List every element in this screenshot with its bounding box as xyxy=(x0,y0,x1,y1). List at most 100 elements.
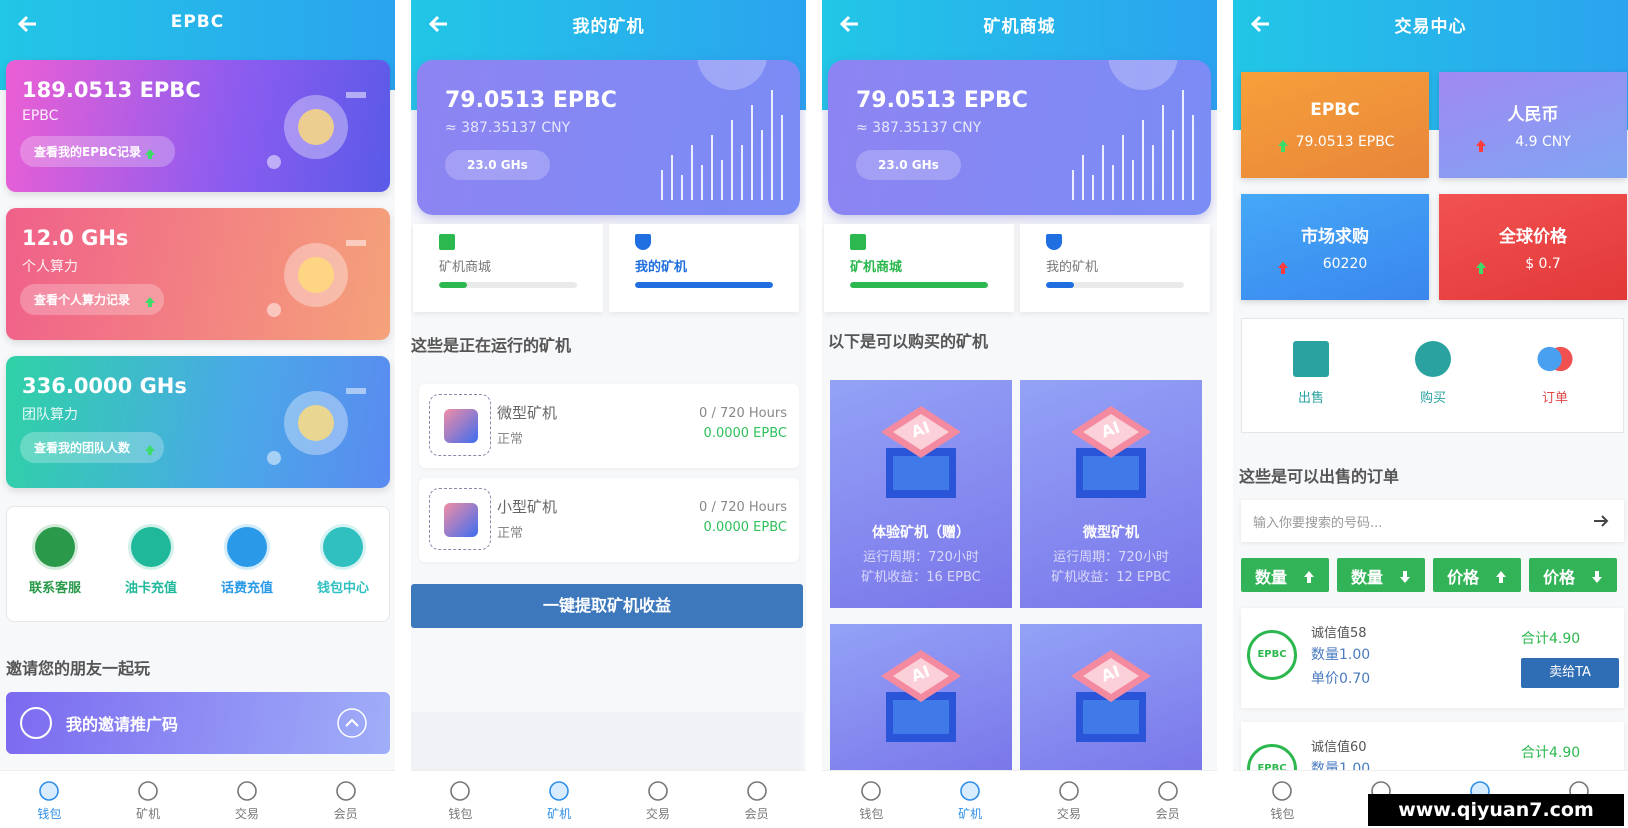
shortcut-icon xyxy=(227,527,267,567)
tab-label: 矿机商城 xyxy=(439,260,492,275)
up-arrow xyxy=(144,441,156,455)
machine-earnings: 0.0000 EPBC xyxy=(703,520,787,535)
product-period: 运行周期：720小时 xyxy=(1053,550,1169,565)
nav-item[interactable]: 钱包 xyxy=(1242,771,1322,828)
action-item[interactable]: 购买 xyxy=(1388,333,1478,419)
nav-item[interactable]: 钱包 xyxy=(9,771,89,828)
invite-bar[interactable]: 我的邀请推广码 xyxy=(6,692,390,754)
nav-icon xyxy=(1270,779,1294,803)
bottom-nav: 钱包 矿机 交易 会员 xyxy=(822,770,1217,828)
shortcut-item[interactable]: 话费充值 xyxy=(202,517,292,607)
chip-illustration xyxy=(871,398,971,508)
nav-item[interactable]: 交易 xyxy=(618,771,698,828)
back-button xyxy=(427,12,451,36)
nav-icon xyxy=(37,779,61,803)
nav-item[interactable]: 交易 xyxy=(1029,771,1109,828)
nav-icon xyxy=(646,779,670,803)
nav-label: 矿机 xyxy=(547,807,572,821)
nav-item[interactable]: 会员 xyxy=(306,771,386,828)
shortcut-item[interactable]: 油卡充值 xyxy=(106,517,196,607)
machine-row[interactable]: 小型矿机 正常 0 / 720 Hours 0.0000 EPBC xyxy=(419,478,799,562)
trend-arrow xyxy=(1277,260,1289,274)
order-price: 单价0.70 xyxy=(1311,671,1371,687)
tile-value: 79.0513 EPBC xyxy=(1295,134,1395,150)
shortcut-label: 话费充值 xyxy=(220,581,273,596)
machine-chip xyxy=(444,503,478,537)
card-chart-decoration xyxy=(1068,70,1208,210)
nav-item[interactable]: 会员 xyxy=(1128,771,1208,828)
sort-button[interactable]: 价格 xyxy=(1529,558,1617,592)
machine-icon xyxy=(429,488,491,550)
sort-button[interactable]: 数量 xyxy=(1337,558,1425,592)
nav-item[interactable]: 矿机 xyxy=(108,771,188,828)
tab[interactable]: 矿机商城 xyxy=(824,224,1014,312)
tab-label: 我的矿机 xyxy=(1046,260,1099,275)
shortcut-label: 油卡充值 xyxy=(124,581,177,596)
nav-icon xyxy=(958,779,982,803)
withdraw-button[interactable]: 一键提取矿机收益 xyxy=(411,584,803,628)
tab[interactable]: 我的矿机 xyxy=(1020,224,1210,312)
nav-item[interactable]: 矿机 xyxy=(519,771,599,828)
nav-item[interactable]: 钱包 xyxy=(831,771,911,828)
power-pill: 23.0 GHs xyxy=(856,150,961,180)
nav-icon xyxy=(448,779,472,803)
tab[interactable]: 矿机商城 xyxy=(413,224,603,312)
summary-tile[interactable]: 市场求购 60220 xyxy=(1241,194,1429,300)
action-item[interactable]: 出售 xyxy=(1266,333,1356,419)
sell-button[interactable]: 卖给TA xyxy=(1521,658,1619,688)
card-label: 个人算力 xyxy=(22,259,78,275)
chip-illustration xyxy=(1061,642,1161,752)
sort-button[interactable]: 价格 xyxy=(1433,558,1521,592)
tab-progress xyxy=(635,282,773,288)
sort-label: 价格 xyxy=(1447,568,1480,587)
nav-item[interactable]: 交易 xyxy=(207,771,287,828)
product-card[interactable]: AI xyxy=(1020,624,1202,774)
balance-card: 79.0513 EPBC ≈ 387.35137 CNY 23.0 GHs xyxy=(417,60,800,215)
shortcut-item[interactable]: 钱包中心 xyxy=(298,517,388,607)
order-total: 合计4.90 xyxy=(1521,745,1581,761)
shortcut-icon xyxy=(323,527,363,567)
trend-arrow xyxy=(1475,138,1487,152)
card-button[interactable]: 查看我的团队人数 xyxy=(20,432,165,463)
balance-card: 336.0000 GHs 团队算力 查看我的团队人数 xyxy=(6,356,390,488)
tile-name: EPBC xyxy=(1310,100,1360,120)
action-icon xyxy=(1415,341,1451,377)
nav-item[interactable]: 矿机 xyxy=(930,771,1010,828)
tab[interactable]: 我的矿机 xyxy=(609,224,799,312)
nav-label: 钱包 xyxy=(448,807,473,821)
summary-tile[interactable]: EPBC 79.0513 EPBC xyxy=(1241,72,1429,178)
screen-title: EPBC xyxy=(170,12,225,32)
chip-illustration xyxy=(871,642,971,752)
expand-button xyxy=(336,707,368,739)
machine-row[interactable]: 微型矿机 正常 0 / 720 Hours 0.0000 EPBC xyxy=(419,384,799,468)
nav-label: 矿机 xyxy=(958,807,983,821)
phone-screen: EPBC 189.0513 EPBC EPBC 查看我的EPBC记录 12.0 GHs 个… xyxy=(0,0,395,828)
card-button[interactable]: 查看我的EPBC记录 xyxy=(20,136,175,167)
nav-icon xyxy=(547,779,571,803)
nav-label: 交易 xyxy=(1056,807,1081,821)
search-box[interactable]: 输入你要搜索的号码... xyxy=(1241,500,1624,542)
nav-label: 交易 xyxy=(645,807,670,821)
balance-card: 12.0 GHs 个人算力 查看个人算力记录 xyxy=(6,208,390,340)
summary-tile[interactable]: 人民币 4.9 CNY xyxy=(1439,72,1627,178)
product-card[interactable]: AI 体验矿机（赠） 运行周期：720小时 矿机收益：16 EPBC xyxy=(830,380,1012,608)
action-item[interactable]: 订单 xyxy=(1510,333,1600,419)
footer-space xyxy=(411,712,803,770)
action-icon xyxy=(1537,341,1573,377)
nav-label: 会员 xyxy=(744,807,769,821)
summary-tile[interactable]: 全球价格 $ 0.7 xyxy=(1439,194,1627,300)
shortcut-label: 联系客服 xyxy=(28,581,81,596)
machine-earnings: 0.0000 EPBC xyxy=(703,426,787,441)
phone-screen: 矿机商城 79.0513 EPBC ≈ 387.35137 CNY 23.0 GHs 矿… xyxy=(822,0,1217,828)
phone-screen: 交易中心 EPBC 79.0513 EPBC 人民币 4.9 CNY 市场求购 60220 全… xyxy=(1233,0,1628,828)
tab-label: 矿机商城 xyxy=(850,260,903,275)
product-card[interactable]: AI 微型矿机 运行周期：720小时 矿机收益：12 EPBC xyxy=(1020,380,1202,608)
nav-item[interactable]: 会员 xyxy=(717,771,797,828)
shortcut-item[interactable]: 联系客服 xyxy=(10,517,100,607)
nav-item[interactable]: 钱包 xyxy=(420,771,500,828)
nav-icon xyxy=(859,779,883,803)
sort-button[interactable]: 数量 xyxy=(1241,558,1329,592)
product-card[interactable]: AI xyxy=(830,624,1012,774)
sort-label: 数量 xyxy=(1351,568,1384,587)
card-button[interactable]: 查看个人算力记录 xyxy=(20,284,165,315)
